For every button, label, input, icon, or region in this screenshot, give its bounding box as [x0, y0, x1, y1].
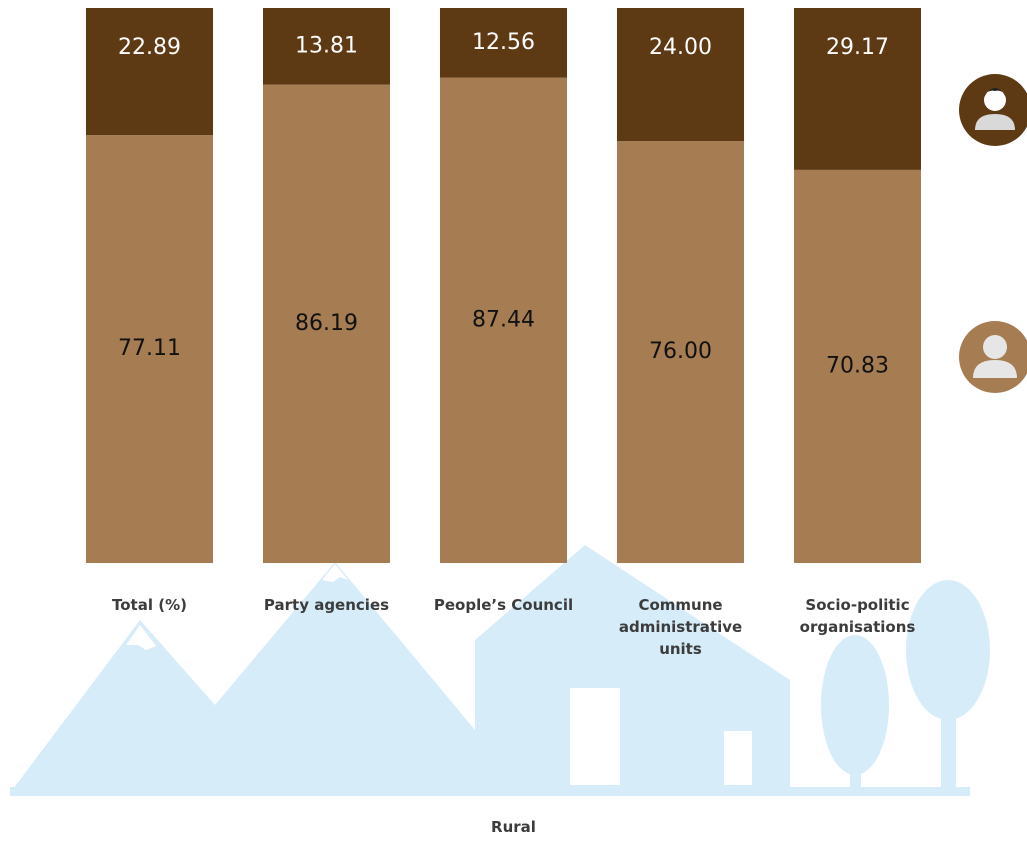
value-label: 12.56 [472, 30, 535, 55]
x-tick-label: People’s Council [433, 596, 574, 614]
bar-segment [794, 8, 921, 170]
value-label: 77.11 [118, 336, 181, 361]
bar-segment [617, 141, 744, 563]
value-label: 70.83 [826, 353, 889, 378]
legend-icon-male [959, 321, 1027, 393]
x-axis-label: Rural [491, 818, 536, 836]
x-tick-label: Total (%) [112, 596, 187, 614]
value-label: 13.81 [295, 33, 358, 58]
value-label: 24.00 [649, 35, 712, 60]
x-tick-label: Socio-politic organisations [799, 596, 916, 636]
bar-segment [440, 77, 567, 563]
value-label: 76.00 [649, 339, 712, 364]
x-tick-label: Commune administrative units [618, 596, 743, 658]
legend-icon-female [959, 74, 1027, 146]
landscape [10, 545, 990, 796]
value-label: 22.89 [118, 35, 181, 60]
value-label: 87.44 [472, 307, 535, 332]
bar-segment [263, 8, 390, 85]
value-label: 86.19 [295, 311, 358, 336]
bar-segment [86, 135, 213, 564]
bar-segment [440, 8, 567, 78]
x-tick-label: Party agencies [263, 596, 390, 614]
bars: 77.11 22.89 86.19 13.81 87.44 12.56 76.00 24.00… [86, 8, 921, 564]
bar-segment [794, 169, 921, 563]
value-label: 29.17 [826, 35, 889, 60]
bar-segment [263, 84, 390, 563]
bar-segment [617, 8, 744, 142]
bar-segment [86, 8, 213, 136]
landscape-details [126, 564, 752, 785]
